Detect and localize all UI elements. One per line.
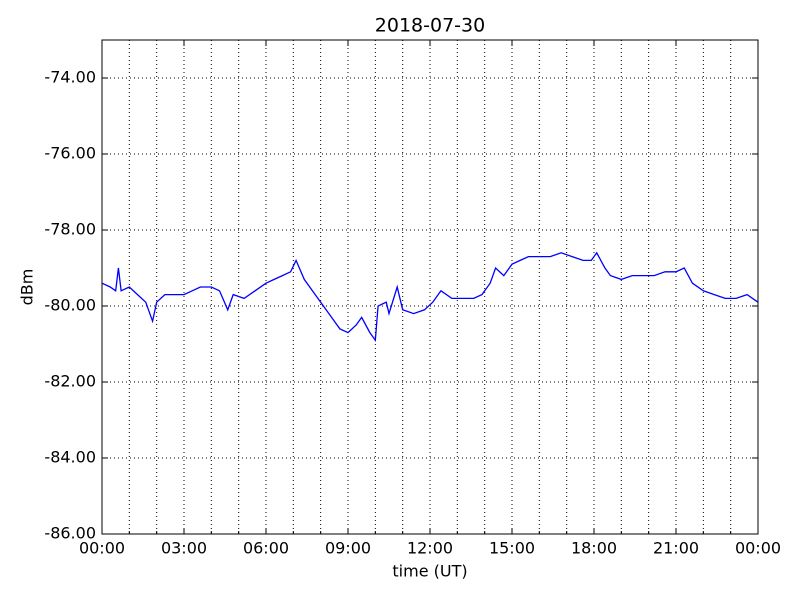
x-tick-label: 18:00 — [571, 539, 617, 558]
x-tick-label: 09:00 — [325, 539, 371, 558]
x-tick-label: 06:00 — [243, 539, 289, 558]
data-line — [101, 251, 759, 343]
y-tick-label: -80.00 — [44, 296, 96, 315]
y-tick-label: -86.00 — [44, 524, 96, 543]
x-tick-label: 03:00 — [161, 539, 207, 558]
y-tick-label: -78.00 — [44, 220, 96, 239]
y-axis-label: dBm — [18, 269, 37, 306]
y-tick-label: -74.00 — [44, 68, 96, 87]
x-tick-label: 12:00 — [407, 539, 453, 558]
x-axis-label: time (UT) — [392, 562, 467, 581]
y-tick-label: -84.00 — [44, 448, 96, 467]
x-tick-label: 00:00 — [79, 539, 125, 558]
chart-title: 2018-07-30 — [375, 15, 485, 37]
y-tick-label: -82.00 — [44, 372, 96, 391]
x-tick-label: 00:00 — [735, 539, 781, 558]
y-tick-label: -76.00 — [44, 144, 96, 163]
x-tick-label: 21:00 — [653, 539, 699, 558]
plot-frame — [101, 39, 759, 535]
x-tick-label: 15:00 — [489, 539, 535, 558]
